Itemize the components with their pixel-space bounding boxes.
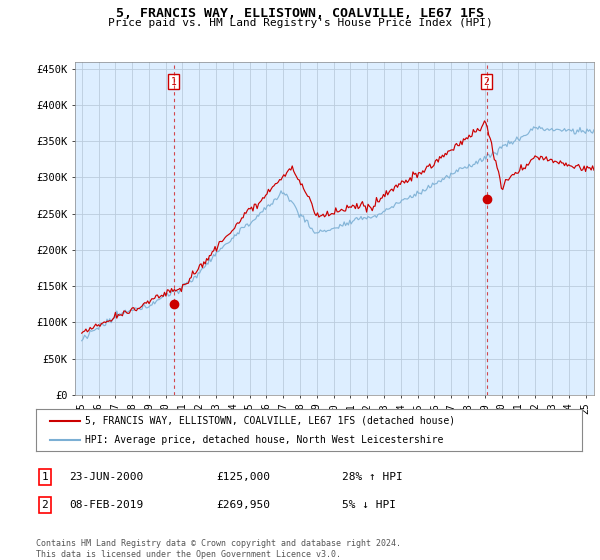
Text: 1: 1 [41, 472, 49, 482]
Text: HPI: Average price, detached house, North West Leicestershire: HPI: Average price, detached house, Nort… [85, 435, 443, 445]
Text: 1: 1 [170, 77, 176, 87]
Text: 2: 2 [41, 500, 49, 510]
Text: 2: 2 [484, 77, 490, 87]
Text: 28% ↑ HPI: 28% ↑ HPI [342, 472, 403, 482]
Text: 5, FRANCIS WAY, ELLISTOWN, COALVILLE, LE67 1FS: 5, FRANCIS WAY, ELLISTOWN, COALVILLE, LE… [116, 7, 484, 20]
Text: 08-FEB-2019: 08-FEB-2019 [69, 500, 143, 510]
Text: 5, FRANCIS WAY, ELLISTOWN, COALVILLE, LE67 1FS (detached house): 5, FRANCIS WAY, ELLISTOWN, COALVILLE, LE… [85, 416, 455, 426]
Text: Contains HM Land Registry data © Crown copyright and database right 2024.
This d: Contains HM Land Registry data © Crown c… [36, 539, 401, 559]
Text: 5% ↓ HPI: 5% ↓ HPI [342, 500, 396, 510]
Text: £125,000: £125,000 [216, 472, 270, 482]
Text: Price paid vs. HM Land Registry's House Price Index (HPI): Price paid vs. HM Land Registry's House … [107, 18, 493, 29]
Text: £269,950: £269,950 [216, 500, 270, 510]
Text: 23-JUN-2000: 23-JUN-2000 [69, 472, 143, 482]
